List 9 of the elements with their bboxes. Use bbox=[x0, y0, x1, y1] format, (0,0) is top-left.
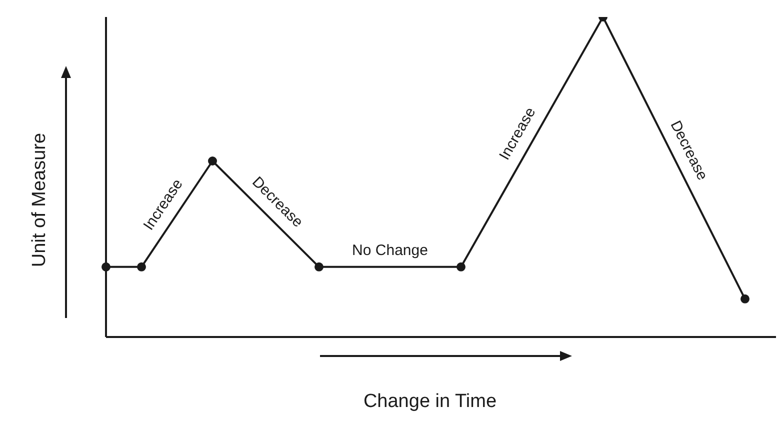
point bbox=[102, 262, 110, 272]
point bbox=[208, 156, 217, 166]
point bbox=[314, 262, 324, 272]
point bbox=[456, 262, 466, 272]
annotation: No Change bbox=[352, 242, 428, 259]
point bbox=[137, 262, 146, 272]
point bbox=[740, 294, 750, 304]
x-axis-title: Change in Time bbox=[363, 391, 497, 412]
y-axis-title: Unit of Measure bbox=[29, 132, 50, 268]
